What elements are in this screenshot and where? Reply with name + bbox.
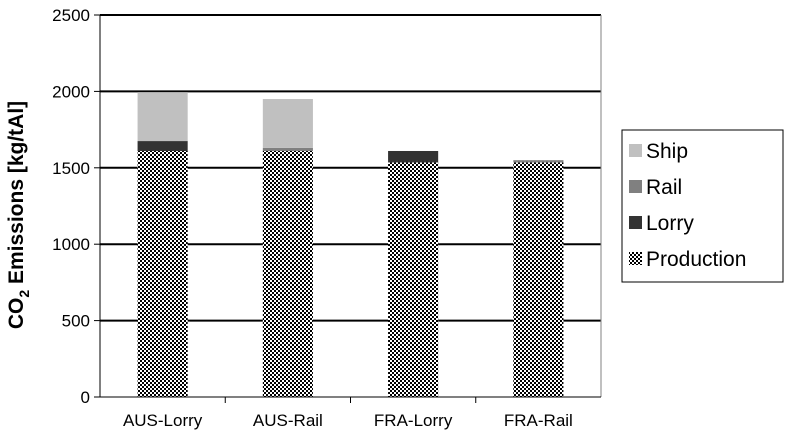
- y-tick-label: 500: [62, 312, 90, 331]
- legend-label-lorry: Lorry: [646, 212, 694, 235]
- legend-label-ship: Ship: [646, 140, 688, 163]
- legend-box: [621, 129, 784, 283]
- x-tick-label: FRA-Rail: [504, 411, 573, 430]
- axes: [94, 14, 602, 403]
- legend-label-rail: Rail: [646, 176, 682, 199]
- bar-ship-aus-lorry: [137, 92, 188, 142]
- legend-swatch-lorry: [629, 216, 642, 229]
- bar-ship-aus-rail: [262, 99, 313, 148]
- bar-lorry-fra-lorry: [388, 150, 439, 163]
- y-tick-label: 0: [81, 388, 90, 407]
- y-axis-label-subscript: 2: [16, 290, 32, 298]
- bar-production-fra-rail: [513, 162, 564, 397]
- y-tick-label: 2000: [52, 82, 90, 101]
- bar-rail-fra-rail: [513, 160, 564, 163]
- x-tick-label: FRA-Lorry: [374, 411, 453, 430]
- y-axis-label-rest: Emissions [kg/tAl]: [5, 101, 28, 290]
- y-tick-label: 2500: [52, 6, 90, 25]
- bar-production-aus-rail: [262, 150, 313, 397]
- legend-swatch-production: [629, 252, 642, 265]
- legend-swatch-rail: [629, 180, 642, 193]
- bars: [137, 92, 564, 397]
- y-tick-label: 1000: [52, 235, 90, 254]
- x-tick-label: AUS-Rail: [253, 411, 323, 430]
- bar-production-fra-lorry: [388, 162, 439, 397]
- legend-swatch-ship: [629, 144, 642, 157]
- legend: Ship Rail Lorry Production: [621, 129, 784, 283]
- bar-rail-aus-rail: [262, 147, 313, 151]
- bar-production-aus-lorry: [137, 150, 188, 397]
- y-tick-label: 1500: [52, 159, 90, 178]
- bar-lorry-aus-lorry: [137, 141, 188, 151]
- x-tick-label: AUS-Lorry: [123, 411, 203, 430]
- axis-labels: 0 500 1000 1500 2000 2500 AUS-Lorry AUS-Rail FRA…: [52, 6, 573, 430]
- legend-label-production: Production: [646, 248, 746, 271]
- y-axis-label: CO2 Emissions [kg/tAl]: [5, 101, 32, 329]
